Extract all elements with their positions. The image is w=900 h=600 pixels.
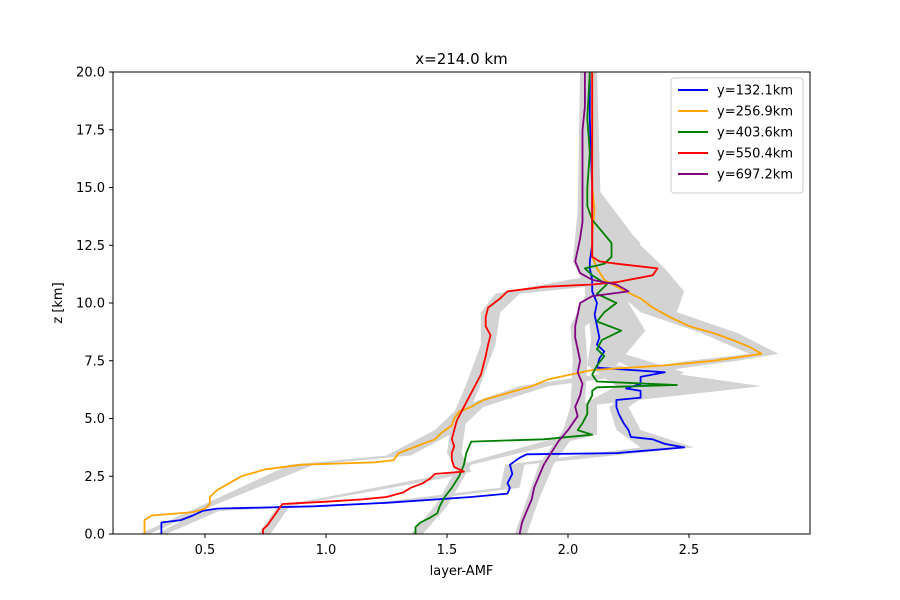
x-axis-label: layer-AMF [430, 564, 494, 579]
y-tick-label: 5.0 [84, 412, 105, 427]
legend: y=132.1km y=256.9km y=403.6km y=550.4km y=69… [670, 77, 804, 194]
x-tick-label: 2.0 [558, 543, 579, 558]
y-tick-label: 7.5 [84, 354, 105, 369]
legend-label-y-403-6km: y=403.6km [717, 126, 793, 141]
x-tick-label: 1.0 [316, 543, 337, 558]
uncertainty-band-y-550-4km [258, 72, 665, 534]
x-tick-label: 1.5 [437, 543, 458, 558]
chart-title: x=214.0 km [415, 50, 507, 68]
series-line-y-403-6km [414, 71, 678, 534]
legend-label-y-256-9km: y=256.9km [717, 105, 793, 120]
y-axis-ticks: 0.0 2.5 5.0 7.5 10.0 12.5 15.0 17.5 20.0 [76, 66, 113, 543]
y-tick-label: 0.0 [84, 528, 105, 543]
y-tick-label: 15.0 [76, 181, 105, 196]
y-tick-label: 2.5 [84, 470, 105, 485]
uncertainty-bands [139, 72, 779, 534]
legend-label-y-550-4km: y=550.4km [717, 147, 793, 162]
y-tick-label: 12.5 [76, 239, 105, 254]
legend-label-y-697-2km: y=697.2km [717, 168, 793, 183]
series-line-y-132-1km [160, 72, 686, 534]
series-line-y-256-9km [143, 72, 763, 534]
y-tick-label: 10.0 [76, 297, 105, 312]
legend-label-y-132-1km: y=132.1km [717, 84, 793, 99]
x-tick-label: 2.5 [679, 543, 700, 558]
x-tick-label: 0.5 [195, 543, 216, 558]
y-tick-label: 17.5 [76, 123, 105, 138]
series-line-y-697-2km [518, 72, 630, 535]
y-axis-label: z [km] [51, 282, 66, 323]
x-axis-ticks: 0.5 1.0 1.5 2.0 2.5 [195, 534, 700, 558]
y-tick-label: 20.0 [76, 66, 105, 81]
uncertainty-band-y-256-9km [139, 72, 779, 534]
uncertainty-band-y-697-2km [514, 72, 636, 534]
series-lines [143, 71, 763, 535]
legend-box [670, 77, 804, 194]
series-line-y-550-4km [262, 72, 659, 534]
